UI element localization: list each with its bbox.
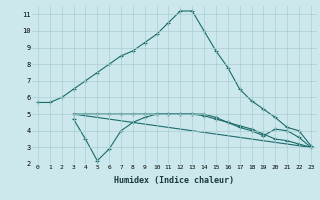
- X-axis label: Humidex (Indice chaleur): Humidex (Indice chaleur): [115, 176, 234, 185]
